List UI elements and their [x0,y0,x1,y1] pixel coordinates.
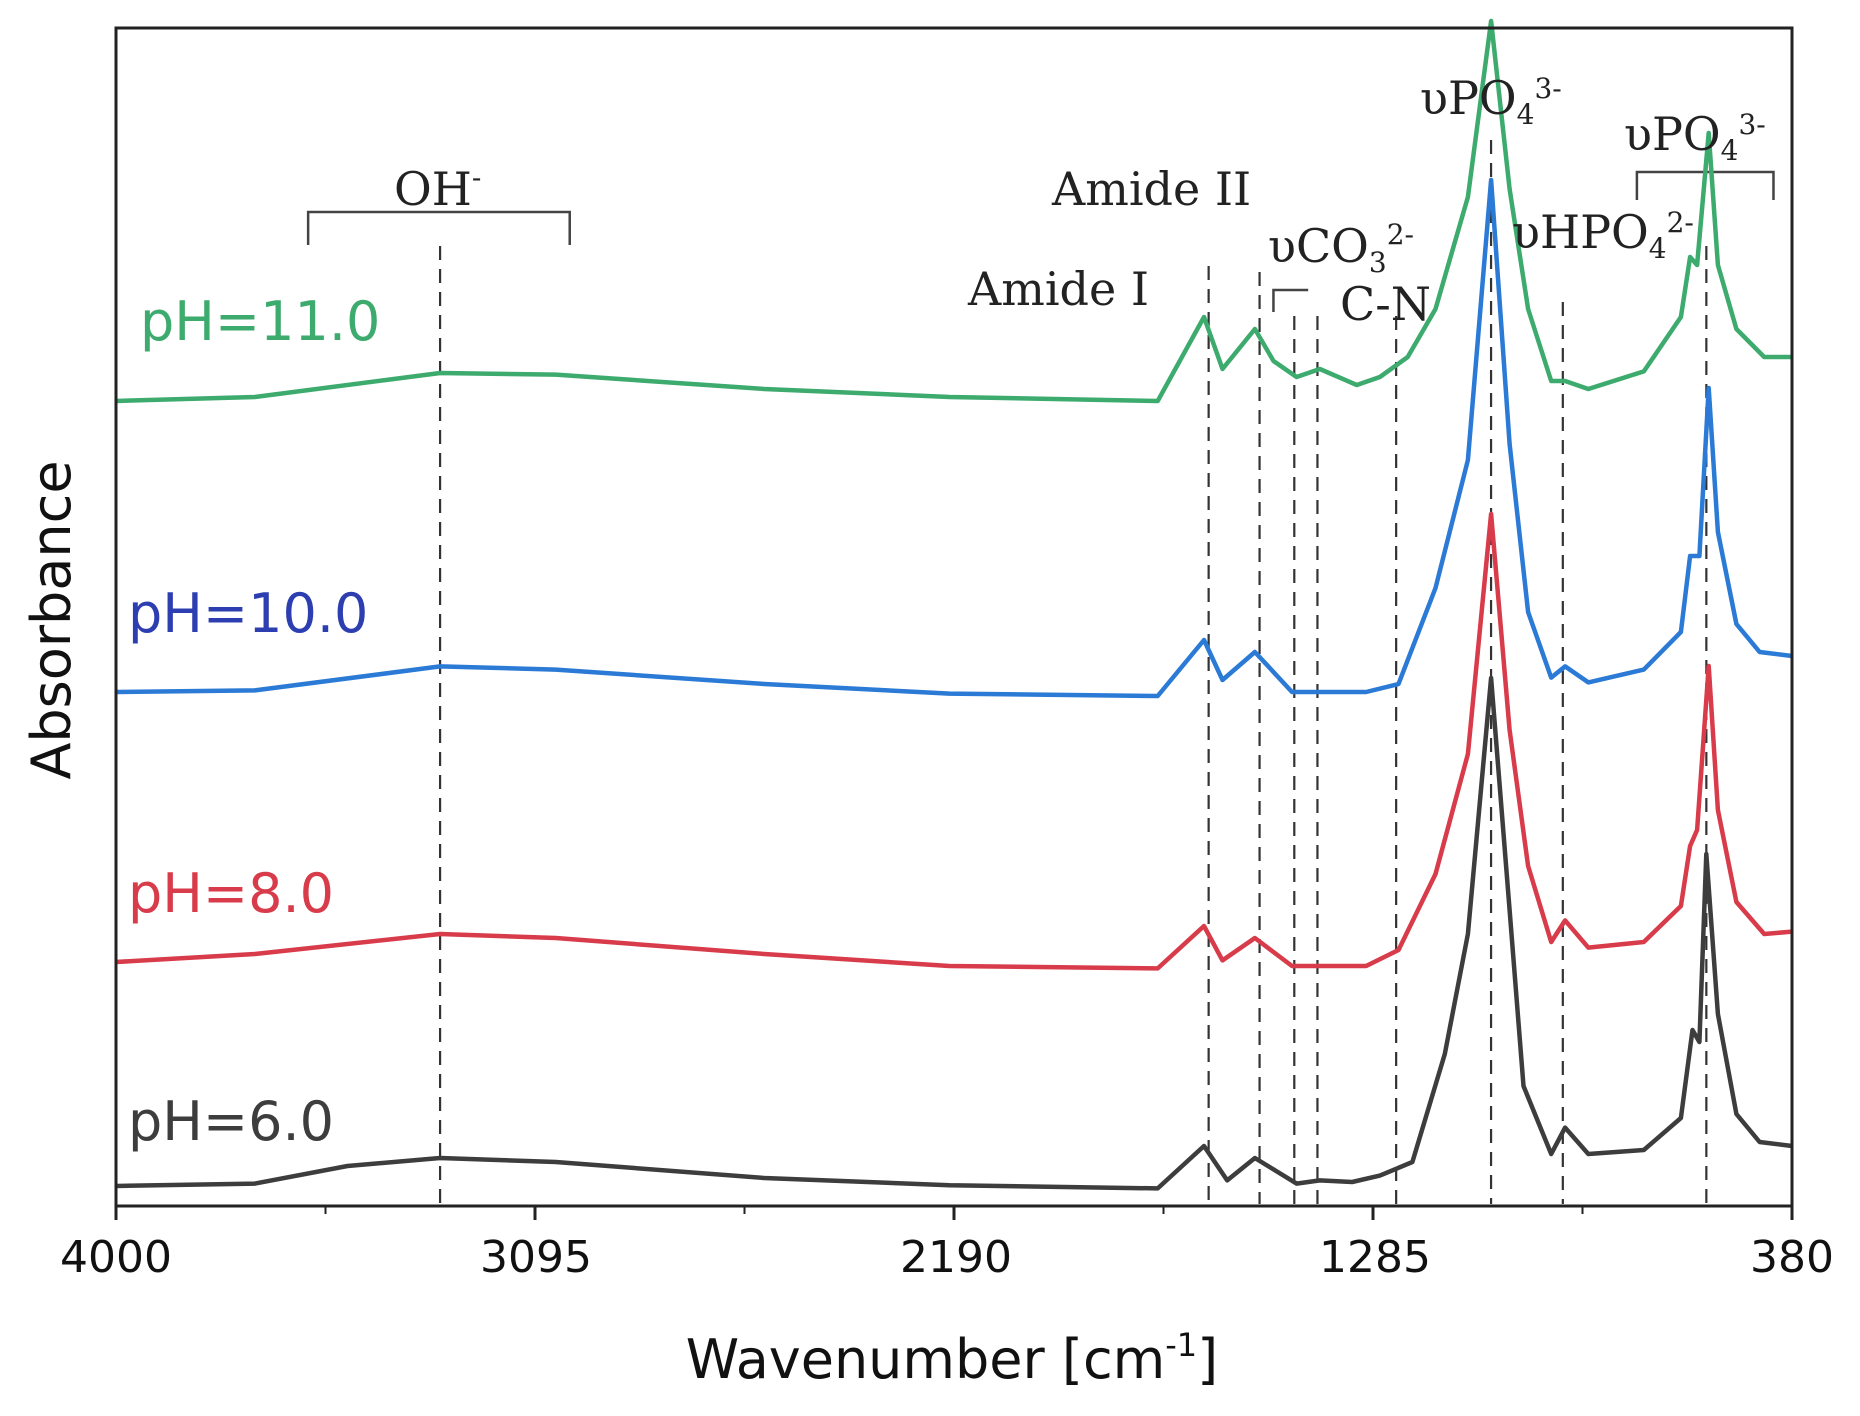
x-tick-label-4000: 4000 [60,1232,172,1283]
x-tick-label-2190: 2190 [900,1232,1012,1283]
x-tick-label-1285: 1285 [1319,1232,1431,1283]
series-group [115,18,1793,1191]
annotation-amide-ii: Amide II [1051,162,1251,216]
annotation-oh: OH- [394,161,481,216]
series-label-ph-8: pH=8.0 [128,862,334,925]
x-axis-title: Wavenumber [cm-1] [686,1326,1218,1391]
series-label-ph-11: pH=11.0 [140,290,380,353]
reference-lines [438,140,1708,1204]
series-line-ph-8-0 [115,511,1793,971]
series-label-ph-10: pH=10.0 [128,582,368,645]
series-line-ph-6-0 [115,675,1793,1191]
y-axis-title: Absorbance [20,460,83,779]
annotation-amide-i: Amide I [967,262,1149,316]
x-tick-label-380: 380 [1750,1232,1834,1283]
bracket-oh [306,210,571,245]
annotation-po4-right: υPO43- [1624,107,1766,167]
series-line-ph-11-0 [115,18,1792,404]
annotation-co3: υCO32- [1268,218,1414,279]
bracket-co3 [1272,288,1309,312]
annotation-cn: C-N [1340,277,1431,331]
annotation-hpo4: υHPO42- [1512,205,1694,265]
annotation-po4-main: υPO43- [1420,71,1562,131]
x-tick-label-3095: 3095 [480,1232,592,1283]
series-label-ph-6: pH=6.0 [128,1090,334,1153]
series-line-ph-10-0 [115,177,1793,699]
axes [114,26,1794,1220]
